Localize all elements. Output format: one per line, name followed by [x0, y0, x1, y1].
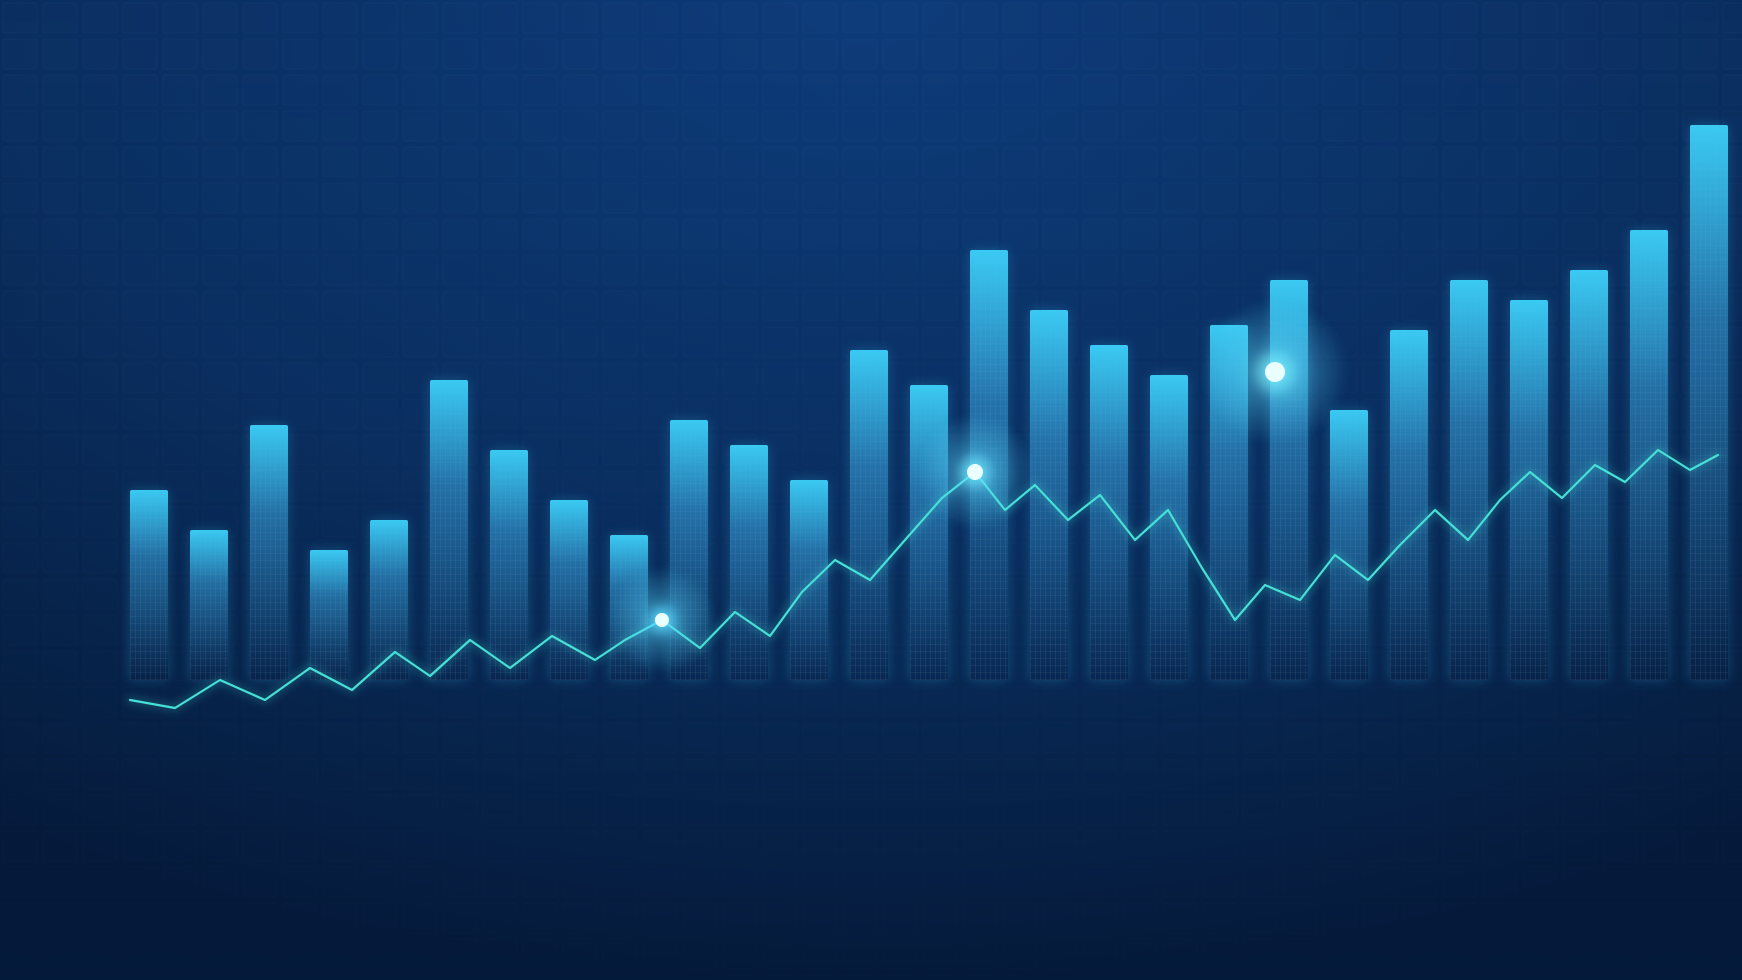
- highlight-glow-core: [655, 613, 669, 627]
- highlight-glow-core: [967, 464, 983, 480]
- financial-chart-canvas: [0, 0, 1742, 980]
- highlight-glow: [1200, 297, 1350, 447]
- highlight-glow: [915, 412, 1035, 532]
- highlight-glow: [607, 565, 717, 675]
- highlight-glow-core: [1265, 362, 1285, 382]
- highlight-glow-layer: [0, 0, 1742, 980]
